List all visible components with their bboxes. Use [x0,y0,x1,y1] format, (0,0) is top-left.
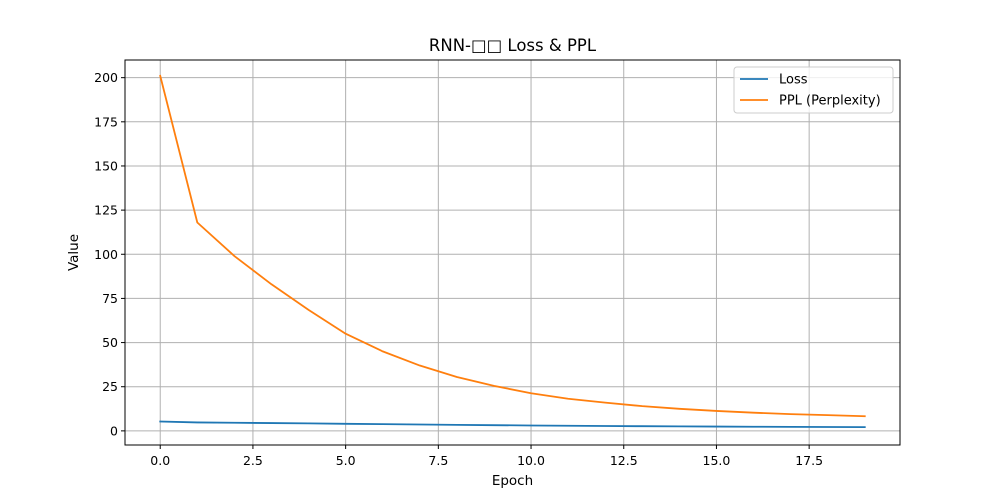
ticks: 0.0 2.5 5.0 7.5 10.0 12.5 15.0 17.5 0 25 50 75 100 12… [94,70,823,468]
grid [125,60,900,445]
y-tick-label: 0 [110,423,118,438]
legend-label: Loss [779,73,808,88]
x-tick-label: 10.0 [517,453,545,468]
legend-label: PPL (Perplexity) [779,94,881,109]
y-tick-label: 100 [94,247,118,262]
y-tick-label: 50 [102,335,118,350]
legend: Loss PPL (Perplexity) [733,66,894,114]
x-tick-label: 12.5 [610,453,638,468]
x-tick-label: 17.5 [795,453,823,468]
y-tick-label: 75 [102,291,118,306]
y-tick-label: 200 [94,70,118,85]
x-tick-label: 0.0 [150,453,170,468]
legend-box [733,66,894,114]
x-tick-label: 2.5 [243,453,263,468]
x-axis-title: Epoch [492,473,533,489]
x-tick-label: 5.0 [336,453,356,468]
y-tick-label: 150 [94,158,118,173]
series-layer [159,74,866,429]
chart-title: RNN-□□ Loss & PPL [429,36,597,55]
y-tick-label: 25 [102,379,118,394]
y-axis-title: Value [66,234,82,271]
y-tick-label: 125 [94,203,118,218]
series-line-ppl [159,74,866,418]
x-tick-label: 7.5 [428,453,448,468]
series-line-loss [159,420,866,429]
plot-frame [124,59,901,446]
y-tick-label: 175 [94,114,118,129]
x-tick-label: 15.0 [703,453,731,468]
